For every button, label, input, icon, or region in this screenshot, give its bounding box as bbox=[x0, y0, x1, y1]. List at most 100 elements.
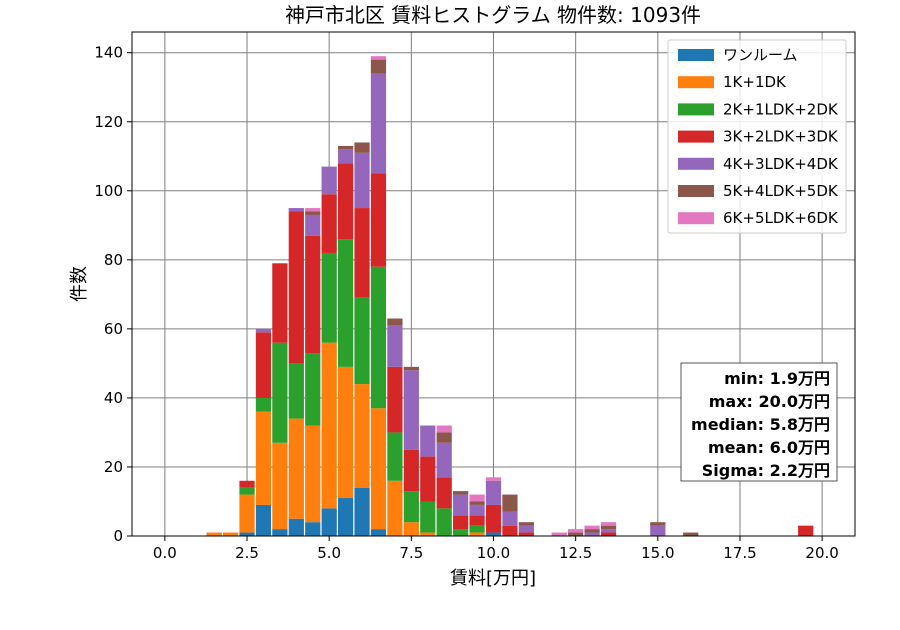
bar-segment-series-1 bbox=[255, 411, 272, 505]
bar-segment-series-1 bbox=[288, 418, 304, 519]
bar-segment-series-0 bbox=[321, 508, 337, 536]
x-tick-label: 5.0 bbox=[317, 544, 341, 562]
bar-segment-series-2 bbox=[453, 529, 469, 536]
bar-segment-series-4 bbox=[354, 152, 370, 209]
bar-segment-series-3 bbox=[321, 194, 337, 253]
stats-line: max: 20.0万円 bbox=[709, 392, 830, 411]
bar-segment-series-5 bbox=[305, 211, 321, 215]
bar-segment-series-3 bbox=[798, 525, 814, 536]
axis-ticks: 0.0 2.5 5.0 7.5 10.0 12.5 15.0 17.5 20.0 0 20 40 60 8… bbox=[94, 44, 838, 562]
legend-swatch bbox=[678, 49, 714, 61]
bar-segment-series-4 bbox=[469, 504, 485, 516]
bar-segment-series-5 bbox=[683, 532, 699, 536]
bar-segment-series-3 bbox=[255, 332, 272, 398]
y-tick-label: 20 bbox=[104, 458, 123, 476]
x-tick-label: 7.5 bbox=[399, 544, 423, 562]
legend-label: 2K+1LDK+2DK bbox=[723, 100, 839, 118]
bar-segment-series-4 bbox=[403, 370, 419, 450]
bar-segment-series-5 bbox=[387, 318, 403, 326]
chart-title: 神戸市北区 賃料ヒストグラム 物件数: 1093件 bbox=[285, 3, 701, 27]
bar-segment-series-4 bbox=[485, 480, 502, 505]
bar-segment-series-0 bbox=[305, 522, 321, 536]
x-tick-label: 2.5 bbox=[235, 544, 259, 562]
bar-segment-series-1 bbox=[354, 384, 370, 488]
bar-segment-series-4 bbox=[420, 425, 436, 457]
bar-segment-series-3 bbox=[420, 456, 436, 502]
bar-segment-series-3 bbox=[453, 515, 469, 530]
legend: ワンルーム 1K+1DK 2K+1LDK+2DK 3K+2LDK+3DK 4K+3LDK… bbox=[667, 39, 847, 234]
bar-segment-series-5 bbox=[650, 522, 666, 526]
bar-segment-series-4 bbox=[584, 532, 600, 536]
bar-segment-series-0 bbox=[354, 487, 370, 536]
stats-line: Sigma: 2.2万円 bbox=[702, 461, 830, 480]
bar-segment-series-5 bbox=[518, 522, 534, 526]
bar-segment-series-4 bbox=[650, 525, 666, 536]
y-tick-label: 0 bbox=[113, 527, 123, 545]
bar-segment-series-2 bbox=[239, 487, 255, 495]
bar-segment-series-2 bbox=[338, 239, 354, 367]
bar-segment-series-4 bbox=[453, 494, 469, 516]
bar-segment-series-2 bbox=[272, 342, 288, 443]
bar-segment-series-5 bbox=[338, 145, 354, 150]
y-tick-label: 140 bbox=[94, 44, 123, 62]
bar-segment-series-5 bbox=[370, 59, 387, 74]
bar-segment-series-6 bbox=[551, 532, 567, 536]
bar-segment-series-2 bbox=[436, 508, 452, 536]
bar-segment-series-1 bbox=[272, 442, 288, 530]
y-tick-label: 60 bbox=[104, 320, 123, 338]
bar-segment-series-2 bbox=[403, 491, 419, 523]
bar-segment-series-6 bbox=[370, 56, 387, 60]
bar-segment-series-2 bbox=[354, 297, 370, 385]
bar-segment-series-4 bbox=[370, 73, 387, 174]
bar-segment-series-1 bbox=[206, 532, 222, 536]
bar-segment-series-2 bbox=[420, 501, 436, 533]
x-tick-label: 20.0 bbox=[805, 544, 838, 562]
bar-segment-series-4 bbox=[305, 214, 321, 236]
bar-segment-series-6 bbox=[305, 208, 321, 212]
bar-segment-series-2 bbox=[387, 432, 403, 481]
bar-segment-series-6 bbox=[469, 494, 485, 502]
x-axis-title: 賃料[万円] bbox=[450, 568, 536, 589]
bar-segment-series-3 bbox=[387, 366, 403, 433]
bar-segment-series-5 bbox=[403, 366, 419, 371]
bar-segment-series-0 bbox=[485, 532, 502, 536]
bar-segment-series-3 bbox=[600, 532, 617, 536]
bar-segment-series-4 bbox=[255, 328, 272, 333]
bar-segment-series-1 bbox=[469, 532, 485, 536]
bar-segment-series-5 bbox=[354, 142, 370, 153]
bar-segment-series-2 bbox=[288, 363, 304, 419]
bar-segment-series-4 bbox=[518, 525, 534, 533]
bar-segment-series-1 bbox=[305, 425, 321, 523]
bar-segment-series-2 bbox=[370, 266, 387, 409]
bar-segment-series-1 bbox=[239, 494, 255, 533]
bar-segment-series-2 bbox=[255, 397, 272, 412]
bar-segment-series-1 bbox=[403, 522, 419, 536]
legend-swatch bbox=[678, 157, 714, 170]
bar-segment-series-2 bbox=[469, 525, 485, 533]
bar-segment-series-0 bbox=[239, 532, 255, 536]
bar-segment-series-3 bbox=[305, 235, 321, 354]
bar-segment-series-4 bbox=[502, 511, 518, 526]
legend-label: 1K+1DK bbox=[723, 73, 787, 91]
legend-label: ワンルーム bbox=[723, 46, 798, 64]
bar-segment-series-3 bbox=[338, 163, 354, 240]
stats-box: min: 1.9万円 max: 20.0万円 median: 5.8万円 mean: … bbox=[680, 362, 838, 482]
bar-segment-series-1 bbox=[387, 480, 403, 536]
legend-swatch bbox=[678, 76, 714, 89]
y-tick-label: 120 bbox=[94, 113, 123, 131]
bar-segment-series-6 bbox=[600, 522, 617, 526]
bar-segment-series-5 bbox=[600, 525, 617, 530]
bar-segment-series-1 bbox=[370, 408, 387, 530]
bar-segment-series-4 bbox=[338, 149, 354, 164]
bar-segment-series-5 bbox=[584, 529, 600, 533]
bar-segment-series-1 bbox=[222, 532, 239, 536]
bar-segment-series-3 bbox=[436, 477, 452, 509]
legend-swatch bbox=[678, 212, 714, 225]
bar-segment-series-3 bbox=[239, 480, 255, 488]
bar-segment-series-3 bbox=[518, 532, 534, 536]
legend-label: 3K+2LDK+3DK bbox=[723, 128, 839, 146]
bar-segment-series-1 bbox=[321, 342, 337, 509]
bar-segment-series-3 bbox=[502, 525, 518, 536]
